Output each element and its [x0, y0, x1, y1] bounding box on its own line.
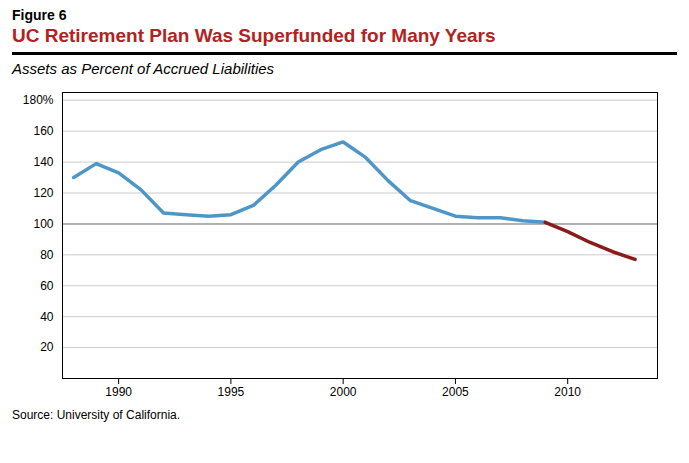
html-text:Source: University of Californ: Source: University of California.	[12, 408, 181, 422]
svg-text:160: 160	[33, 124, 53, 138]
svg-text:60: 60	[40, 279, 54, 293]
svg-text:40: 40	[40, 310, 54, 324]
svg-text:2010: 2010	[554, 385, 581, 399]
svg-text:140: 140	[33, 155, 53, 169]
svg-text:2005: 2005	[442, 385, 469, 399]
html-text:Assets as Percent of Accrued L: Assets as Percent of Accrued Liabilities	[12, 60, 275, 77]
svg-text:180%: 180%	[23, 93, 54, 107]
svg-text:1995: 1995	[218, 385, 245, 399]
html-text:Figure 6: Figure 6	[12, 7, 67, 23]
svg-text:100: 100	[33, 217, 53, 231]
svg-text:2000: 2000	[330, 385, 357, 399]
svg-text:20: 20	[40, 340, 54, 354]
svg-text:80: 80	[40, 248, 54, 262]
svg-text:1990: 1990	[105, 385, 132, 399]
html-text:UC Retirement Plan Was Superfu: UC Retirement Plan Was Superfunded for M…	[12, 25, 496, 46]
svg-text:120: 120	[33, 186, 53, 200]
